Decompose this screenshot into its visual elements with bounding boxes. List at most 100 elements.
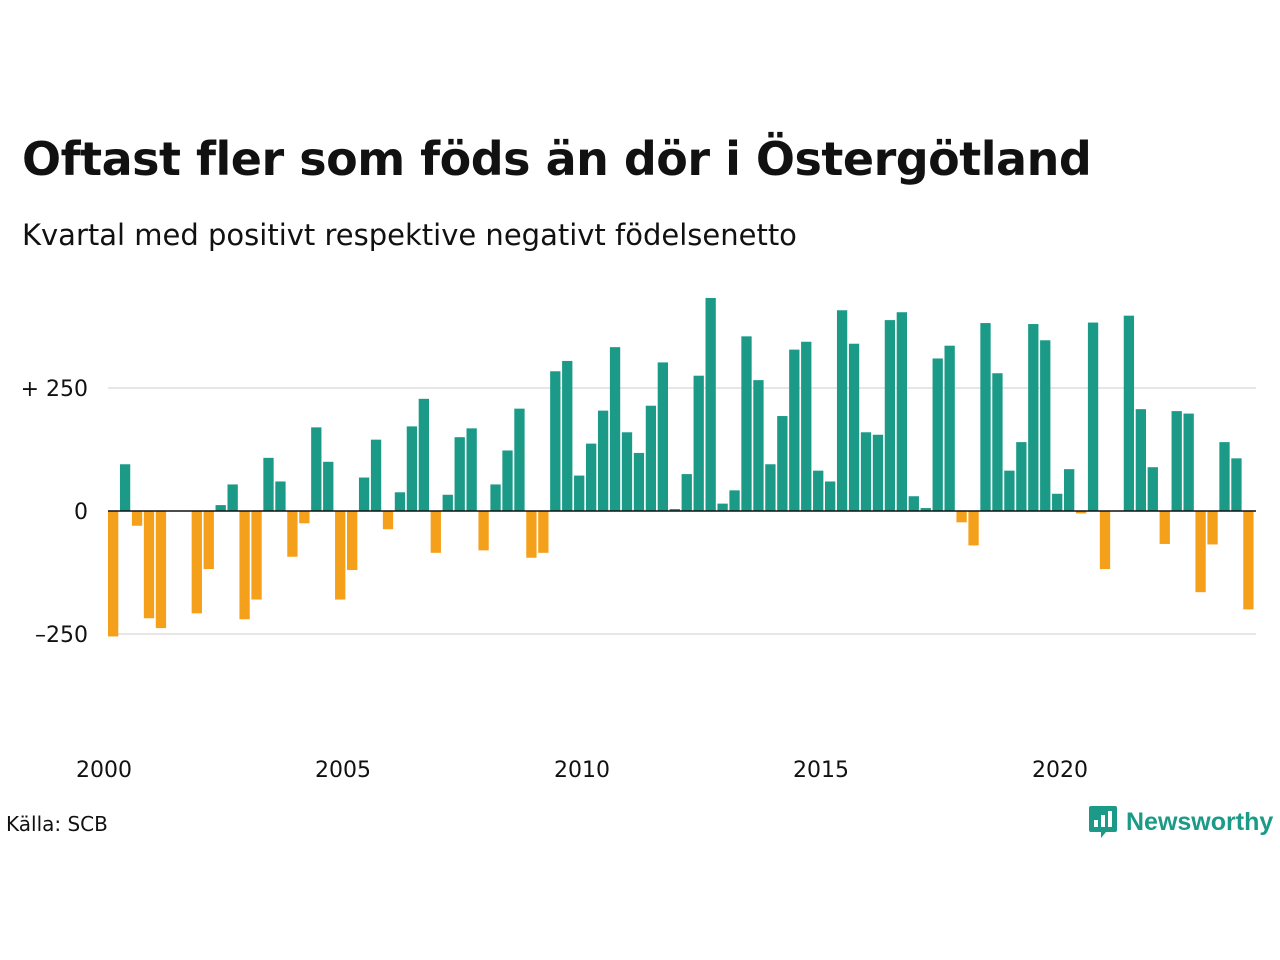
bar-2017K2	[932, 358, 943, 511]
x-tick-label: 2010	[554, 758, 610, 783]
bar-2019K4	[1052, 493, 1063, 511]
chart-title: Oftast fler som föds än dör i Östergötla…	[22, 132, 1092, 186]
bar-2007K3	[466, 428, 477, 511]
bar-2005K3	[370, 439, 382, 511]
bar-2010K3	[609, 347, 621, 511]
bar-2019K1	[1016, 442, 1027, 511]
bar-layer	[108, 297, 1254, 637]
bar-2021K4	[1147, 467, 1158, 511]
bar-2004K1	[299, 511, 310, 524]
bar-2023K4	[1243, 511, 1254, 610]
bar-2004K3	[323, 461, 334, 511]
bar-2019K3	[1040, 340, 1051, 511]
bar-2020K1	[1064, 469, 1075, 511]
bar-2016K1	[872, 434, 884, 511]
bar-2014K1	[777, 416, 788, 511]
bar-2010K4	[621, 432, 633, 511]
axis-layer: + 250 0 –250 2000 2005 2010 2015 2020	[21, 377, 1256, 783]
bar-2014K4	[813, 470, 824, 511]
bar-2011K3	[657, 362, 668, 511]
bar-2008K2	[502, 450, 513, 511]
bar-2001K4	[191, 511, 202, 614]
bar-2018K1	[968, 511, 979, 546]
bar-2015K4	[860, 432, 872, 511]
bar-2015K1	[825, 481, 836, 511]
bar-2021K2	[1123, 315, 1135, 511]
bar-2018K3	[992, 373, 1003, 511]
bar-2004K4	[335, 511, 346, 600]
y-tick-label: –250	[35, 623, 88, 648]
bar-2016K4	[908, 496, 919, 511]
bar-2022K3	[1183, 413, 1194, 511]
source-label: Källa: SCB	[6, 812, 108, 836]
bar-2000K2	[119, 464, 131, 511]
bar-2013K4	[765, 464, 776, 511]
bar-2008K4	[526, 511, 537, 558]
bar-2002K1	[203, 511, 214, 570]
bar-2012K1	[681, 474, 692, 511]
bar-2003K4	[287, 511, 298, 557]
bar-2015K2	[836, 310, 848, 511]
bar-2010K2	[597, 410, 609, 511]
brand-name: Newsworthy	[1126, 807, 1274, 836]
x-tick-label: 2005	[315, 758, 371, 783]
bar-2007K2	[454, 437, 465, 511]
bar-2006K2	[406, 426, 418, 511]
bar-2013K2	[741, 336, 752, 511]
bar-2003K3	[275, 481, 286, 511]
newsworthy-logo[interactable]: Newsworthy	[1088, 804, 1273, 840]
bar-2011K1	[633, 452, 645, 511]
bar-2012K3	[705, 297, 716, 511]
bar-2009K3	[562, 360, 573, 511]
bar-2022K2	[1171, 411, 1182, 511]
bar-2007K1	[442, 494, 453, 511]
bar-2020K3	[1087, 322, 1099, 511]
bar-2023K3	[1231, 458, 1242, 511]
grid-layer	[108, 387, 1256, 635]
bar-2006K1	[394, 492, 406, 511]
bar-2014K3	[801, 341, 812, 511]
bar-2018K2	[980, 323, 991, 511]
bar-2000K4	[143, 511, 155, 619]
x-tick-label: 2015	[793, 758, 849, 783]
bar-2017K3	[944, 345, 955, 511]
bar-2017K4	[956, 511, 967, 523]
bar-2001K1	[155, 511, 167, 629]
bar-2002K4	[239, 511, 250, 620]
bar-2021K3	[1135, 409, 1146, 511]
bar-2023K2	[1219, 442, 1230, 511]
bar-2007K4	[478, 511, 489, 551]
bar-2003K1	[251, 511, 262, 600]
bar-2002K3	[227, 484, 238, 511]
bar-2005K4	[382, 511, 394, 530]
bar-2002K2	[215, 505, 226, 511]
bar-2022K1	[1159, 511, 1170, 544]
bar-2005K1	[347, 511, 358, 571]
bar-2013K3	[753, 380, 764, 511]
x-tick-label: 2000	[76, 758, 132, 783]
bar-2006K3	[418, 398, 429, 511]
bar-2014K2	[789, 349, 800, 511]
bar-2018K4	[1004, 470, 1015, 511]
bar-2011K2	[645, 405, 657, 511]
bar-2009K4	[574, 475, 585, 511]
bar-2022K4	[1195, 511, 1206, 593]
bar-2011K4	[669, 509, 680, 511]
bar-2000K3	[131, 511, 143, 526]
bar-2006K4	[430, 511, 441, 553]
chart-subtitle: Kvartal med positivt respektive negativt…	[22, 218, 797, 252]
bar-2012K2	[693, 375, 704, 511]
bar-2023K1	[1207, 511, 1218, 545]
bar-2009K2	[550, 371, 561, 511]
x-tick-label: 2020	[1032, 758, 1088, 783]
bar-2010K1	[586, 443, 597, 511]
bar-2000K1	[108, 511, 119, 637]
bar-2013K1	[729, 490, 740, 511]
bar-2016K2	[884, 320, 896, 511]
bar-2012K4	[717, 503, 728, 511]
bar-2020K4	[1099, 511, 1111, 570]
bar-2017K1	[920, 508, 931, 511]
bar-2003K2	[263, 457, 274, 511]
bar-2008K1	[490, 484, 501, 511]
